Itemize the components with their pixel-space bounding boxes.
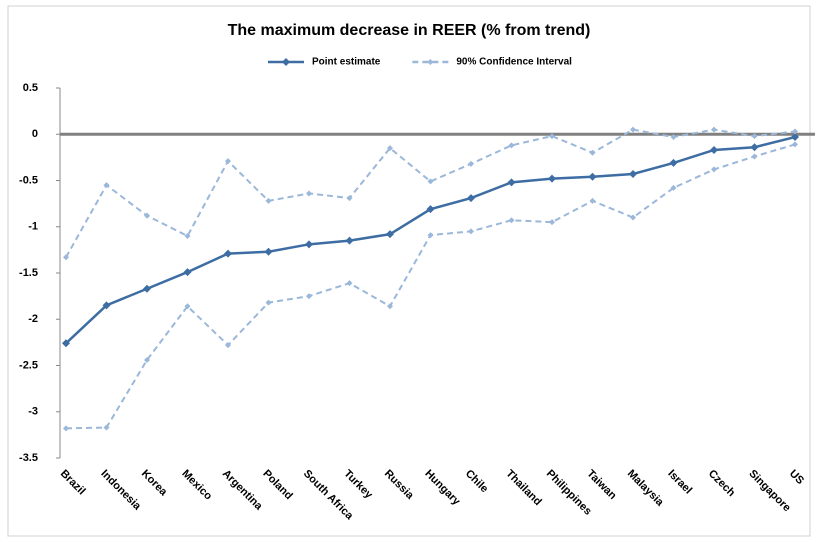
- point-marker: [549, 219, 555, 226]
- point-marker: [468, 228, 474, 235]
- point-marker: [791, 133, 799, 142]
- point-marker: [184, 233, 191, 239]
- point-marker: [792, 141, 798, 148]
- point-marker: [670, 184, 677, 191]
- point-marker: [751, 133, 758, 140]
- point-marker: [387, 303, 393, 310]
- point-marker: [508, 142, 515, 149]
- point-marker: [589, 197, 596, 204]
- y-tick-label: -2: [28, 313, 38, 325]
- point-marker: [346, 280, 353, 287]
- point-marker: [711, 166, 717, 173]
- point-marker: [103, 424, 110, 431]
- y-tick-label: -1: [28, 221, 38, 233]
- y-tick-label: 0: [32, 128, 38, 140]
- point-marker: [346, 195, 353, 202]
- point-marker: [306, 190, 312, 197]
- legend-marker: [282, 58, 290, 66]
- point-marker: [184, 303, 191, 310]
- point-marker: [669, 158, 678, 167]
- legend-marker: [427, 59, 434, 65]
- point-marker: [588, 172, 597, 181]
- point-marker: [265, 299, 272, 306]
- point-marker: [144, 356, 150, 363]
- point-marker: [144, 212, 150, 219]
- point-marker: [225, 342, 231, 349]
- point-marker: [387, 145, 393, 152]
- legend-label: 90% Confidence Interval: [456, 57, 572, 68]
- point-marker: [630, 126, 636, 133]
- point-marker: [670, 134, 677, 141]
- point-marker: [63, 254, 69, 261]
- point-marker: [630, 214, 636, 221]
- point-marker: [507, 178, 516, 187]
- point-marker: [629, 170, 637, 179]
- point-marker: [468, 160, 474, 167]
- point-marker: [264, 247, 273, 256]
- y-tick-label: -2.5: [19, 359, 38, 371]
- point-marker: [548, 174, 556, 183]
- y-tick-label: -3.5: [19, 452, 38, 464]
- point-marker: [426, 205, 435, 214]
- point-marker: [427, 232, 434, 239]
- point-marker: [427, 178, 434, 185]
- point-marker: [102, 301, 111, 310]
- point-marker: [750, 143, 759, 152]
- point-marker: [224, 249, 232, 258]
- y-tick-label: -1.5: [19, 267, 38, 279]
- point-marker: [508, 217, 515, 224]
- point-marker: [62, 339, 70, 348]
- point-marker: [306, 293, 312, 300]
- point-marker: [305, 240, 313, 249]
- point-marker: [549, 133, 555, 140]
- point-marker: [183, 268, 192, 277]
- point-marker: [63, 425, 69, 432]
- point-marker: [265, 197, 272, 204]
- point-marker: [711, 126, 717, 133]
- point-marker: [103, 182, 110, 189]
- chart-title: The maximum decrease in REER (% from tre…: [228, 22, 591, 39]
- point-marker: [751, 153, 758, 160]
- point-marker: [710, 145, 718, 154]
- point-marker: [467, 194, 475, 203]
- legend-label: Point estimate: [312, 57, 381, 68]
- y-tick-label: -0.5: [19, 174, 38, 186]
- point-marker: [345, 236, 354, 245]
- point-marker: [143, 284, 151, 293]
- point-marker: [386, 230, 394, 239]
- point-marker: [589, 149, 596, 156]
- y-tick-label: 0.5: [23, 82, 38, 94]
- point-marker: [225, 158, 231, 165]
- point-marker: [792, 128, 798, 135]
- y-tick-label: -3: [28, 406, 38, 418]
